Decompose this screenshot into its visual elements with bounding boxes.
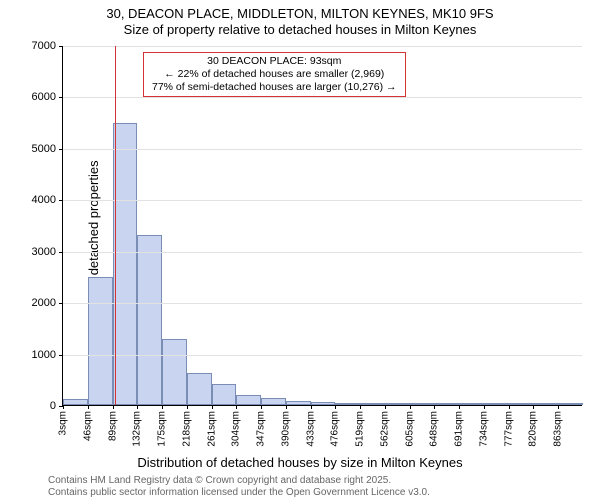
xtick-label: 218sqm	[181, 411, 192, 447]
bars-layer	[63, 46, 582, 405]
xtick-mark	[434, 405, 435, 409]
bar	[63, 399, 88, 405]
gridline	[63, 46, 582, 47]
bar	[533, 403, 558, 405]
annotation-box: 30 DEACON PLACE: 93sqm ← 22% of detached…	[143, 52, 406, 97]
xtick-mark	[162, 405, 163, 409]
bar	[509, 403, 534, 405]
xtick-mark	[410, 405, 411, 409]
bar	[261, 398, 286, 405]
ytick-mark	[59, 149, 63, 150]
ytick-mark	[59, 46, 63, 47]
xtick-mark	[88, 405, 89, 409]
xtick-label: 433sqm	[305, 411, 316, 447]
xtick-label: 476sqm	[330, 411, 341, 447]
ytick-mark	[59, 200, 63, 201]
ytick-mark	[59, 97, 63, 98]
bar	[113, 123, 138, 405]
xtick-label: 304sqm	[231, 411, 242, 447]
chart-title: 30, DEACON PLACE, MIDDLETON, MILTON KEYN…	[0, 6, 600, 21]
bar	[286, 401, 311, 405]
bar	[88, 277, 113, 405]
ytick-label: 7000	[16, 40, 56, 52]
xtick-label: 648sqm	[429, 411, 440, 447]
ytick-mark	[59, 355, 63, 356]
xtick-mark	[187, 405, 188, 409]
xtick-label: 820sqm	[528, 411, 539, 447]
xtick-mark	[63, 405, 64, 409]
bar	[558, 403, 583, 405]
ytick-label: 1000	[16, 349, 56, 361]
bar	[236, 395, 261, 405]
xtick-mark	[137, 405, 138, 409]
xtick-mark	[459, 405, 460, 409]
gridline	[63, 252, 582, 253]
annotation-line2: ← 22% of detached houses are smaller (2,…	[152, 68, 397, 81]
bar	[162, 339, 187, 405]
marker-line	[115, 46, 116, 405]
bar	[137, 235, 162, 405]
ytick-label: 2000	[16, 297, 56, 309]
bar	[410, 403, 435, 405]
xtick-mark	[533, 405, 534, 409]
gridline	[63, 200, 582, 201]
bar	[335, 403, 360, 405]
xtick-mark	[286, 405, 287, 409]
ytick-label: 0	[16, 400, 56, 412]
chart-subtitle: Size of property relative to detached ho…	[0, 22, 600, 37]
xtick-label: 89sqm	[107, 411, 118, 441]
xtick-label: 3sqm	[58, 411, 69, 435]
footer-line2: Contains public sector information licen…	[48, 487, 430, 498]
bar	[459, 403, 484, 405]
bar	[360, 403, 385, 405]
xtick-mark	[360, 405, 361, 409]
xtick-label: 519sqm	[355, 411, 366, 447]
bar	[484, 403, 509, 405]
ytick-label: 5000	[16, 143, 56, 155]
xtick-mark	[212, 405, 213, 409]
chart-container: 30, DEACON PLACE, MIDDLETON, MILTON KEYN…	[0, 0, 600, 500]
xtick-mark	[311, 405, 312, 409]
ytick-label: 6000	[16, 91, 56, 103]
xtick-mark	[558, 405, 559, 409]
xtick-label: 390sqm	[280, 411, 291, 447]
gridline	[63, 149, 582, 150]
xtick-label: 863sqm	[553, 411, 564, 447]
gridline	[63, 303, 582, 304]
ytick-mark	[59, 303, 63, 304]
xtick-label: 132sqm	[132, 411, 143, 447]
xtick-mark	[385, 405, 386, 409]
annotation-line1: 30 DEACON PLACE: 93sqm	[152, 55, 397, 68]
gridline	[63, 97, 582, 98]
xtick-mark	[261, 405, 262, 409]
xtick-label: 175sqm	[157, 411, 168, 447]
xtick-label: 261sqm	[206, 411, 217, 447]
x-axis-label: Distribution of detached houses by size …	[0, 455, 600, 470]
xtick-label: 777sqm	[503, 411, 514, 447]
bar	[385, 403, 410, 405]
gridline	[63, 355, 582, 356]
xtick-mark	[509, 405, 510, 409]
plot-area: 3sqm46sqm89sqm132sqm175sqm218sqm261sqm30…	[62, 46, 582, 406]
bar	[212, 384, 237, 405]
xtick-label: 46sqm	[82, 411, 93, 441]
footer-line1: Contains HM Land Registry data © Crown c…	[48, 475, 391, 486]
ytick-mark	[59, 252, 63, 253]
xtick-mark	[236, 405, 237, 409]
xtick-mark	[335, 405, 336, 409]
xtick-label: 734sqm	[478, 411, 489, 447]
bar	[434, 403, 459, 405]
xtick-mark	[113, 405, 114, 409]
annotation-line3: 77% of semi-detached houses are larger (…	[152, 81, 397, 94]
ytick-label: 4000	[16, 194, 56, 206]
xtick-label: 691sqm	[454, 411, 465, 447]
xtick-label: 562sqm	[379, 411, 390, 447]
xtick-mark	[484, 405, 485, 409]
bar	[187, 373, 212, 405]
bar	[311, 402, 336, 405]
ytick-label: 3000	[16, 246, 56, 258]
xtick-label: 605sqm	[404, 411, 415, 447]
xtick-label: 347sqm	[256, 411, 267, 447]
